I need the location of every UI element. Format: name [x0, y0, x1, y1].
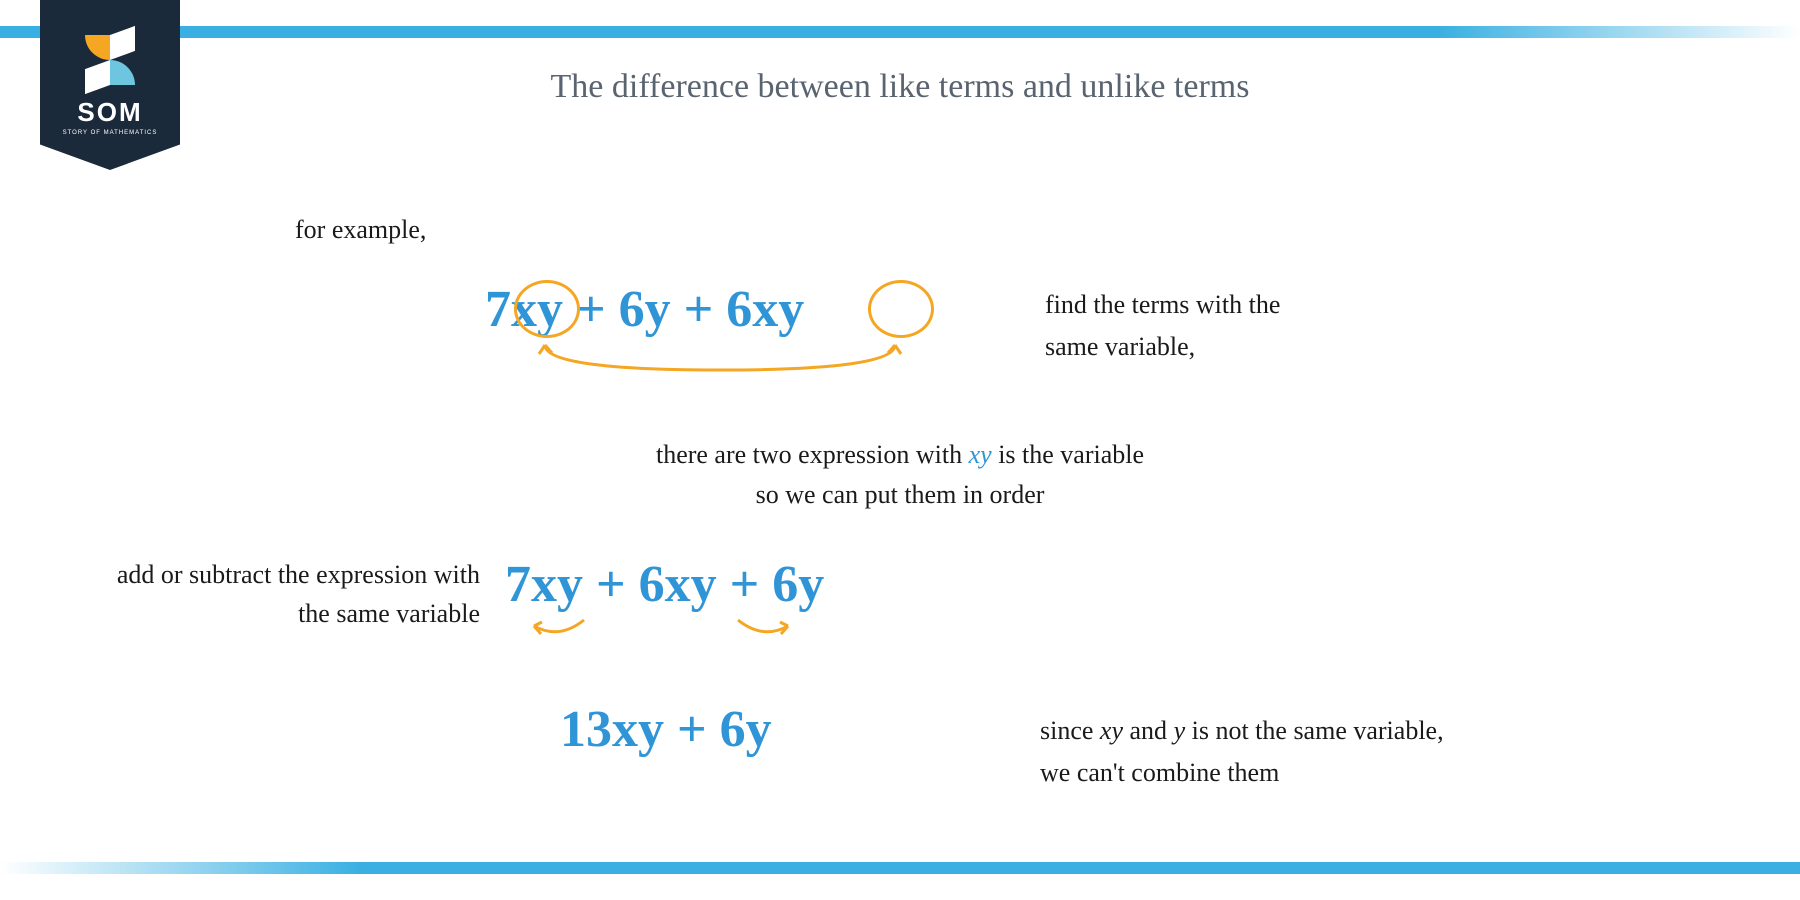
connecting-bracket: [530, 340, 910, 380]
note-cant-combine: since xy and y is not the same variable,…: [1040, 710, 1444, 793]
brand-badge: SOM STORY OF MATHEMATICS: [40, 0, 180, 170]
mid-l2: so we can put them in order: [756, 480, 1045, 509]
nr2-l2: we can't combine them: [1040, 758, 1279, 787]
note-add-subtract: add or subtract the expression with the …: [100, 555, 480, 633]
note-find-terms-l1: find the terms with the: [1045, 290, 1280, 319]
circle-annotation-2: [868, 280, 934, 338]
note-find-terms-l2: same variable,: [1045, 332, 1195, 361]
nr2-a: since: [1040, 716, 1100, 745]
swoop-arrow-2: [728, 618, 798, 643]
mid-l1-var: xy: [969, 440, 992, 469]
mid-l1-b: is the variable: [992, 440, 1144, 469]
for-example-label: for example,: [295, 215, 426, 245]
note-find-terms: find the terms with the same variable,: [1045, 284, 1280, 367]
mid-l1-a: there are two expression with: [656, 440, 969, 469]
nr2-v2: y: [1174, 716, 1186, 745]
bottom-accent-bar: [0, 862, 1800, 874]
note-left-l1: add or subtract the expression with: [117, 560, 480, 589]
nr2-v1: xy: [1100, 716, 1123, 745]
brand-name: SOM: [77, 97, 142, 128]
equation-2: 7xy + 6xy + 6y: [505, 555, 824, 614]
swoop-arrow-1: [524, 618, 594, 643]
brand-tagline: STORY OF MATHEMATICS: [63, 130, 158, 136]
brand-logo-icon: [85, 35, 135, 85]
nr2-c: is not the same variable,: [1185, 716, 1443, 745]
nr2-b: and: [1123, 716, 1174, 745]
page-title: The difference between like terms and un…: [0, 68, 1800, 106]
note-left-l2: the same variable: [298, 599, 480, 628]
equation-3: 13xy + 6y: [560, 700, 772, 759]
mid-explanation: there are two expression with xy is the …: [0, 435, 1800, 516]
equation-1: 7xy + 6y + 6xy: [485, 280, 804, 339]
top-accent-bar: [0, 26, 1800, 38]
